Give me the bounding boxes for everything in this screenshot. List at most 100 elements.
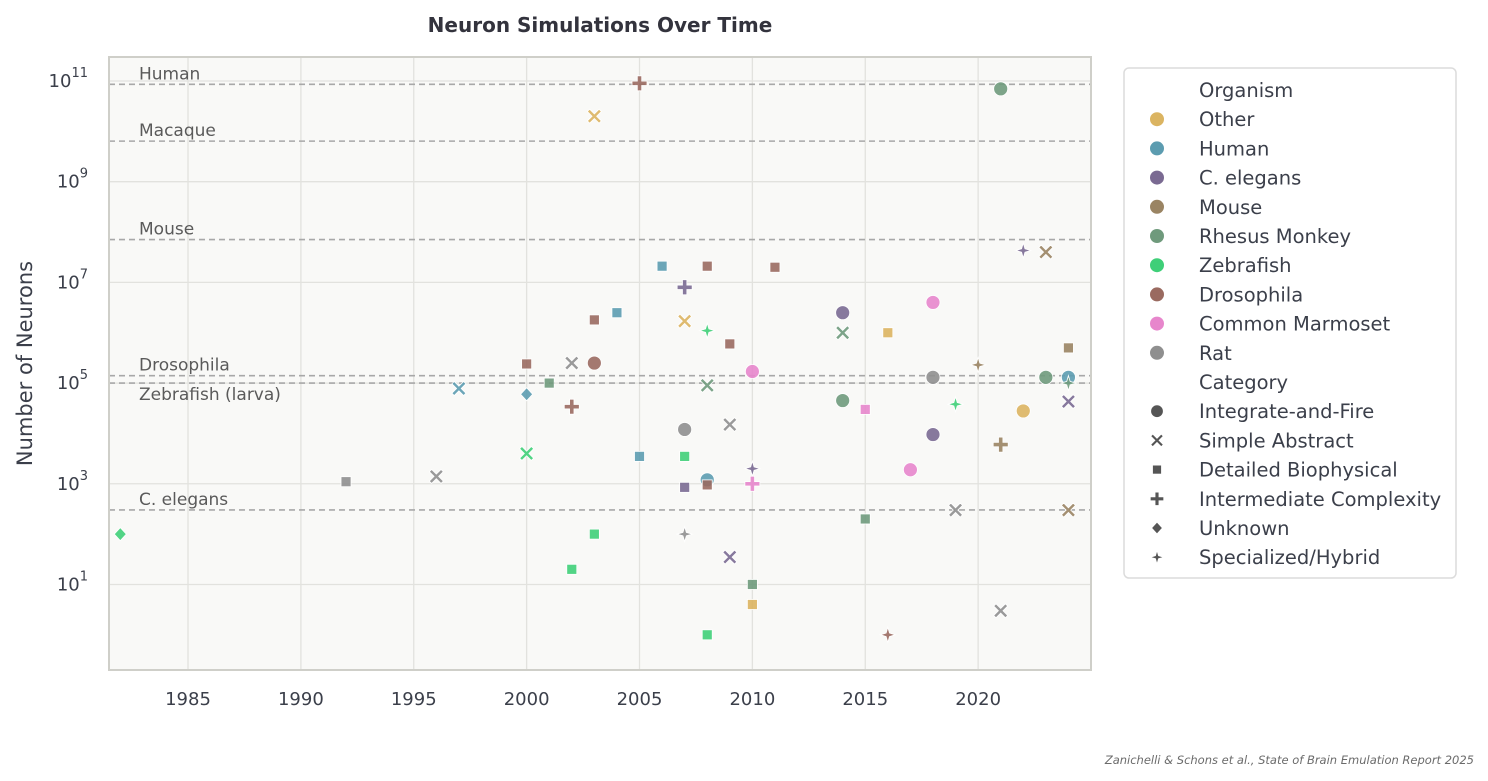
data-point [701, 629, 713, 641]
data-point [859, 513, 871, 525]
data-point [611, 307, 623, 319]
legend-label: Simple Abstract [1199, 429, 1354, 452]
legend-title-organism: Organism [1199, 79, 1293, 102]
legend-marker [1152, 464, 1162, 475]
y-tick-label: 101 [57, 569, 88, 595]
legend-label: Human [1199, 137, 1269, 160]
data-point [744, 475, 761, 492]
data-point [679, 450, 691, 462]
x-tick-label: 2000 [504, 689, 550, 710]
data-point [340, 476, 352, 488]
data-point [903, 462, 918, 478]
legend-title-category: Category [1199, 371, 1288, 394]
data-point [1015, 403, 1031, 419]
legend-label: Unknown [1199, 517, 1290, 540]
data-point [656, 260, 668, 272]
data-point [746, 599, 758, 610]
data-point [1060, 393, 1076, 410]
data-point [543, 377, 555, 389]
legend-swatch [1150, 141, 1164, 156]
legend-swatch [1150, 287, 1164, 302]
data-point [588, 314, 600, 326]
data-point [519, 445, 535, 462]
legend-label: C. elegans [1199, 167, 1301, 190]
y-tick-label: 105 [57, 368, 88, 394]
plot-frame [108, 56, 1092, 671]
data-point [677, 313, 693, 329]
x-tick-label: 2020 [955, 689, 1001, 710]
legend-marker [1149, 491, 1165, 506]
data-point [566, 563, 578, 575]
legend-swatch [1150, 345, 1164, 360]
data-point [588, 528, 600, 540]
data-point [428, 468, 444, 484]
data-point [1059, 374, 1078, 393]
legend-box [1123, 67, 1457, 579]
legend-label: Rat [1199, 342, 1232, 365]
data-point [993, 603, 1009, 619]
data-point [520, 387, 534, 402]
data-point [993, 81, 1009, 97]
legend-swatch [1150, 199, 1164, 214]
data-point [992, 436, 1009, 453]
reference-label: Zebrafish (larva) [139, 385, 281, 405]
data-point [676, 279, 693, 296]
legend-label: Detailed Biophysical [1199, 459, 1398, 482]
data-point [835, 325, 851, 341]
legend-label: Zebrafish [1199, 254, 1292, 277]
data-point [1038, 244, 1054, 260]
legend-marker [1150, 433, 1164, 448]
legend-label: Drosophila [1199, 283, 1303, 306]
legend-label: Mouse [1199, 196, 1262, 219]
data-point [859, 404, 871, 415]
data-point [1060, 502, 1076, 518]
legend-marker [1148, 549, 1166, 566]
data-point [947, 502, 964, 518]
data-point [698, 321, 717, 340]
legend-marker [1151, 521, 1163, 535]
data-point [744, 364, 760, 379]
data-point [634, 450, 645, 462]
data-point [722, 417, 738, 433]
data-point [631, 75, 648, 92]
x-tick-label: 1995 [391, 689, 437, 710]
legend-swatch [1150, 229, 1164, 243]
data-point [946, 395, 965, 414]
reference-label: Macaque [139, 121, 216, 141]
data-point [835, 305, 851, 321]
data-point [701, 479, 713, 491]
legend-swatch [1150, 112, 1164, 127]
y-axis-label: Number of Neurons [13, 261, 37, 466]
data-point [882, 327, 894, 339]
legend-label: Rhesus Monkey [1199, 225, 1351, 248]
legend-swatch [1150, 316, 1164, 331]
data-point [878, 625, 897, 644]
legend-label: Specialized/Hybrid [1199, 546, 1380, 569]
legend-label: Common Marmoset [1199, 313, 1391, 336]
legend-label: Other [1199, 108, 1255, 131]
data-point [1063, 342, 1074, 354]
data-point [113, 527, 127, 542]
reference-label: Human [139, 64, 200, 84]
data-point [521, 358, 533, 370]
data-point [679, 481, 691, 493]
data-point [724, 338, 736, 350]
data-point [769, 261, 781, 273]
data-point [925, 369, 941, 385]
legend-marker [1150, 404, 1164, 418]
data-point [1014, 241, 1033, 260]
data-point [722, 549, 738, 565]
data-point [746, 579, 758, 590]
report-credit: Zanichelli & Schons et al., State of Bra… [1104, 753, 1474, 767]
data-point [586, 108, 602, 124]
data-point [677, 422, 693, 437]
x-tick-label: 1985 [165, 689, 211, 710]
data-point [699, 377, 715, 393]
data-point [925, 295, 941, 310]
data-point [835, 393, 851, 408]
y-tick-label: 1011 [49, 66, 88, 92]
reference-label: Mouse [139, 220, 194, 240]
data-point [563, 398, 580, 415]
x-tick-label: 2010 [729, 689, 775, 710]
